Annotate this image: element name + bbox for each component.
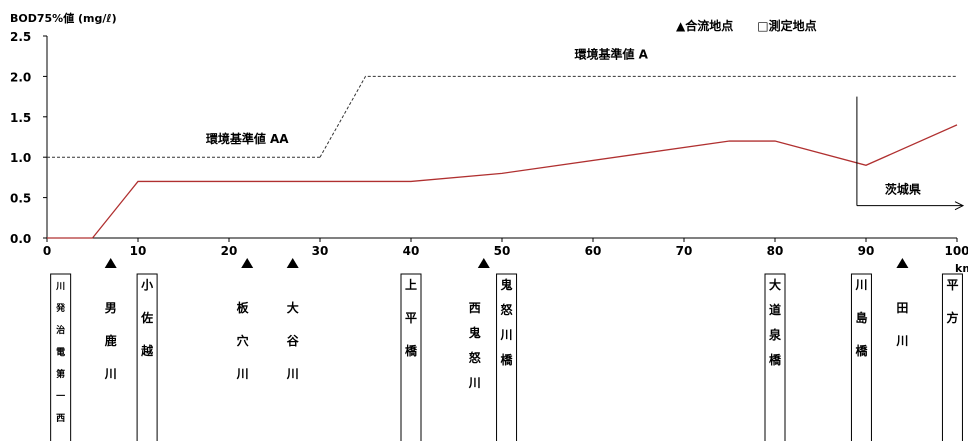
measurement-station: 大道泉橋 — [764, 273, 786, 445]
measurement-station: 上平橋 — [400, 273, 422, 445]
x-tick-label: 50 — [494, 244, 511, 258]
station-box — [136, 273, 158, 445]
y-tick-label: 2.0 — [10, 70, 31, 84]
station-label: 田川 — [895, 301, 908, 348]
x-tick-label: 0 — [43, 244, 51, 258]
station-label: 鬼怒川橋 — [500, 277, 514, 367]
x-tick-label: 100 — [944, 244, 968, 258]
station-label: 平方 — [946, 278, 958, 325]
x-tick-label: 30 — [312, 244, 329, 258]
confluence-marker — [286, 258, 299, 268]
y-tick-label: 0.0 — [10, 232, 31, 246]
confluence-marker — [896, 258, 909, 268]
confluence-marker — [477, 258, 490, 268]
station-label: 小佐越 — [140, 277, 154, 358]
confluence-river: 大谷川 — [286, 300, 300, 381]
annotation-label: 環境基準値 A — [574, 46, 648, 61]
x-tick-label: 70 — [676, 244, 693, 258]
annotation-label: 環境基準値 AA — [206, 131, 289, 146]
station-box — [941, 273, 963, 445]
station-label: 上平橋 — [405, 277, 418, 358]
x-tick-label: 40 — [403, 244, 420, 258]
prefecture-label: 茨城県 — [885, 182, 921, 197]
station-label: 大谷川 — [286, 300, 300, 381]
confluence-marker — [104, 258, 117, 268]
station-box — [400, 273, 422, 445]
measurement-station: 平方 — [941, 273, 963, 445]
station-label: 川島橋 — [854, 278, 868, 358]
measurement-station: 小佐越 — [136, 273, 158, 445]
confluence-river: 田川 — [895, 301, 908, 348]
station-box — [764, 273, 786, 445]
y-tick-label: 2.5 — [10, 30, 31, 44]
x-axis-unit-label: km — [955, 262, 968, 275]
measurement-station: 川島橋 — [850, 273, 872, 445]
y-tick-label: 0.5 — [10, 192, 31, 206]
confluence-river: 男鹿川 — [104, 301, 117, 381]
station-label: 男鹿川 — [104, 301, 117, 381]
confluence-marker — [241, 258, 254, 268]
confluence-river: 西鬼怒川 — [468, 301, 482, 390]
bod-series-line — [47, 124, 958, 239]
x-tick-label: 10 — [130, 244, 147, 258]
station-label: 板穴川 — [236, 300, 250, 381]
station-label: 大道泉橋 — [769, 277, 782, 367]
measurement-station: 鬼怒川橋 — [496, 273, 518, 445]
y-tick-label: 1.0 — [10, 151, 31, 165]
y-tick-label: 1.5 — [10, 111, 31, 125]
x-tick-label: 20 — [221, 244, 238, 258]
measurement-station: 川発治電第一西 — [50, 273, 72, 445]
x-tick-label: 80 — [767, 244, 784, 258]
x-tick-label: 60 — [585, 244, 602, 258]
arrow-head — [954, 201, 965, 211]
legend: ▲合流地点 □測定地点 — [676, 18, 817, 33]
confluence-river: 板穴川 — [236, 300, 250, 381]
station-box — [496, 273, 518, 445]
station-box — [50, 273, 72, 445]
x-tick-label: 90 — [858, 244, 875, 258]
station-label: 川発治電第一西 — [55, 281, 66, 424]
y-axis-label: BOD75%値 (mg/ℓ) — [10, 11, 117, 25]
standard-value-line — [319, 75, 957, 158]
station-box — [850, 273, 872, 445]
station-label: 西鬼怒川 — [468, 301, 482, 390]
